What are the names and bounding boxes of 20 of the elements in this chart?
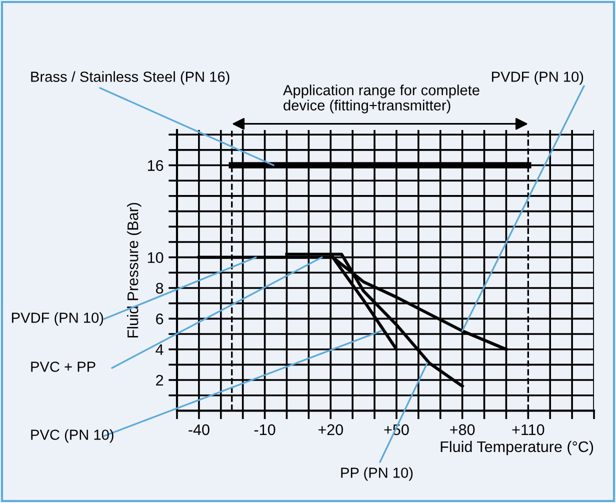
text: Application range for complete device (fitting+transmitter) — [283, 84, 480, 114]
annotation: Brass / Stainless Steel (PN 16) — [31, 71, 230, 85]
y-tick-label: 6 — [156, 314, 164, 324]
x-axis-title: Fluid Temperature (°C) — [440, 440, 594, 456]
annotation: PVC (PN 10) — [31, 429, 114, 443]
annotation: PVC + PP — [31, 362, 96, 372]
x-tick-label: +80 — [450, 424, 475, 436]
y-tick-label: 8 — [156, 282, 164, 294]
x-tick-label: +20 — [318, 424, 343, 436]
annotation: PP (PN 10) — [341, 467, 413, 481]
annotation: PVDF (PN 10) — [12, 312, 104, 326]
y-tick-label: 16 — [148, 160, 164, 171]
x-tick-label: +110 — [512, 424, 544, 436]
text: -40 — [188, 424, 210, 436]
x-tick-label: -10 — [254, 424, 276, 436]
annotation: PVDF (PN 10) — [492, 71, 584, 85]
y-axis-title: Fluid Pressure (Bar) — [127, 202, 142, 338]
y-tick-label: 2 — [156, 374, 164, 386]
y-tick-label: 10 — [148, 252, 164, 263]
y-tick-label: 4 — [156, 344, 164, 355]
